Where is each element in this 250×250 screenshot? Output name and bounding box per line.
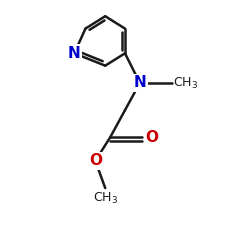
Text: N: N bbox=[68, 46, 81, 61]
Text: CH$_3$: CH$_3$ bbox=[93, 190, 118, 206]
Text: O: O bbox=[89, 153, 102, 168]
Text: N: N bbox=[134, 76, 146, 90]
Text: O: O bbox=[145, 130, 158, 145]
Text: CH$_3$: CH$_3$ bbox=[173, 76, 198, 90]
